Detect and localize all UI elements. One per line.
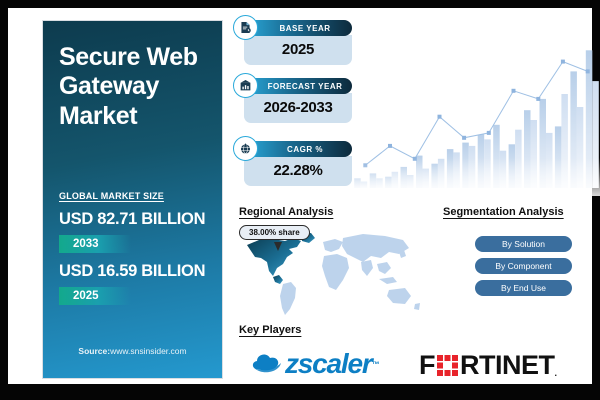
chart-marker bbox=[511, 88, 516, 93]
calendar-chart-icon bbox=[233, 73, 258, 98]
fortinet-grid-o-icon bbox=[436, 354, 459, 377]
region-asia bbox=[342, 234, 409, 262]
left-panel: Secure Web Gateway Market GLOBAL MARKET … bbox=[42, 20, 223, 379]
stat-card-cagr: CAGR % 22.28% bbox=[233, 136, 352, 186]
growth-chart-svg bbox=[353, 50, 600, 196]
source-prefix: Source: bbox=[78, 346, 111, 356]
stat-card-header: CAGR % bbox=[233, 136, 352, 161]
fortinet-logo: F RTINET . bbox=[419, 350, 557, 381]
stat-card-value: 2026-2033 bbox=[244, 93, 352, 123]
region-japan bbox=[399, 250, 406, 258]
segmentation-analysis-heading: Segmentation Analysis bbox=[443, 206, 564, 218]
base-market-value: USD 16.59 BILLION bbox=[59, 261, 206, 280]
stat-card-label: CAGR % bbox=[287, 144, 323, 154]
chart-bar bbox=[570, 71, 577, 188]
key-players-logos: zscaler ™ F bbox=[239, 344, 600, 386]
region-indonesia bbox=[379, 277, 397, 284]
forecast-year-badge: 2033 bbox=[59, 234, 131, 253]
world-map-svg bbox=[247, 233, 420, 315]
stat-card-forecast-year: FORECAST YEAR 2026-2033 bbox=[233, 73, 352, 123]
segment-pill-by-component[interactable]: By Component bbox=[475, 258, 572, 274]
stat-card-value: 22.28% bbox=[244, 156, 352, 186]
segment-pill-by-end-use[interactable]: By End Use bbox=[475, 280, 572, 296]
document-report-icon bbox=[233, 15, 258, 40]
fortinet-wordmark-right: RTINET bbox=[460, 350, 555, 380]
region-central-america bbox=[273, 275, 283, 284]
chart-bar bbox=[561, 94, 568, 188]
chart-bar bbox=[585, 50, 593, 188]
region-new-zealand bbox=[414, 303, 420, 310]
source-url: www.snsinsider.com bbox=[110, 346, 187, 356]
share-callout: 38.00% share bbox=[239, 225, 310, 240]
stat-card-base-year: BASE YEAR 2025 bbox=[233, 15, 352, 65]
stat-card-header: BASE YEAR bbox=[233, 15, 352, 40]
chart-marker bbox=[388, 143, 392, 148]
chart-bar bbox=[530, 120, 537, 188]
source-line: Source:www.snsinsider.com bbox=[43, 346, 222, 356]
background-growth-chart bbox=[353, 18, 600, 196]
globe-growth-icon bbox=[233, 136, 258, 161]
key-players-heading: Key Players bbox=[239, 324, 302, 336]
forecast-market-value: USD 82.71 BILLION bbox=[59, 209, 206, 228]
zscaler-cloud-icon bbox=[252, 354, 281, 373]
fortinet-wordmark-left: F bbox=[419, 350, 436, 380]
global-market-size-label: GLOBAL MARKET SIZE bbox=[59, 190, 164, 201]
stat-card-header: FORECAST YEAR bbox=[233, 73, 352, 98]
chart-marker bbox=[536, 96, 541, 101]
stat-card-label: FORECAST YEAR bbox=[267, 81, 343, 91]
chart-bar bbox=[592, 81, 599, 188]
page-title: Secure Web Gateway Market bbox=[59, 43, 198, 130]
chart-marker bbox=[437, 114, 442, 119]
region-north-america bbox=[247, 238, 301, 276]
region-south-america bbox=[280, 282, 296, 315]
chart-marker bbox=[462, 135, 467, 140]
chart-bar bbox=[493, 124, 500, 188]
trademark-symbol: ™ bbox=[371, 359, 380, 369]
region-europe bbox=[323, 239, 343, 252]
registered-symbol: . bbox=[554, 368, 558, 378]
region-india bbox=[361, 260, 373, 276]
regional-analysis-heading: Regional Analysis bbox=[239, 206, 334, 218]
base-year-badge: 2025 bbox=[59, 286, 131, 305]
stat-card-label: BASE YEAR bbox=[279, 23, 331, 33]
segment-pill-by-solution[interactable]: By Solution bbox=[475, 236, 572, 252]
chart-marker bbox=[486, 130, 491, 135]
region-africa bbox=[322, 254, 349, 290]
region-australia bbox=[387, 288, 411, 304]
trend-line bbox=[364, 60, 588, 166]
chart-bar bbox=[576, 107, 584, 188]
chart-bar bbox=[539, 98, 546, 188]
zscaler-wordmark: zscaler bbox=[285, 348, 373, 379]
region-southeast-asia bbox=[377, 262, 391, 274]
chart-bar bbox=[554, 126, 562, 188]
chart-marker bbox=[585, 69, 590, 74]
chart-bar bbox=[524, 110, 531, 188]
infographic-card: Secure Web Gateway Market GLOBAL MARKET … bbox=[8, 8, 600, 384]
stat-card-value: 2025 bbox=[244, 35, 352, 65]
share-callout-pointer bbox=[274, 242, 282, 251]
chart-marker bbox=[560, 59, 565, 64]
zscaler-logo: zscaler ™ bbox=[251, 348, 380, 380]
world-map bbox=[239, 224, 424, 318]
